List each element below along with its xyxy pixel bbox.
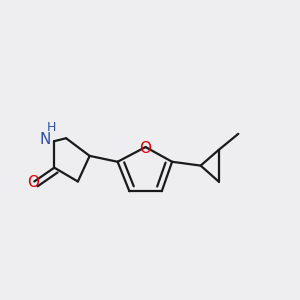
Text: O: O [140,141,152,156]
Text: O: O [27,176,39,190]
Text: H: H [47,122,56,134]
Text: N: N [40,132,51,147]
